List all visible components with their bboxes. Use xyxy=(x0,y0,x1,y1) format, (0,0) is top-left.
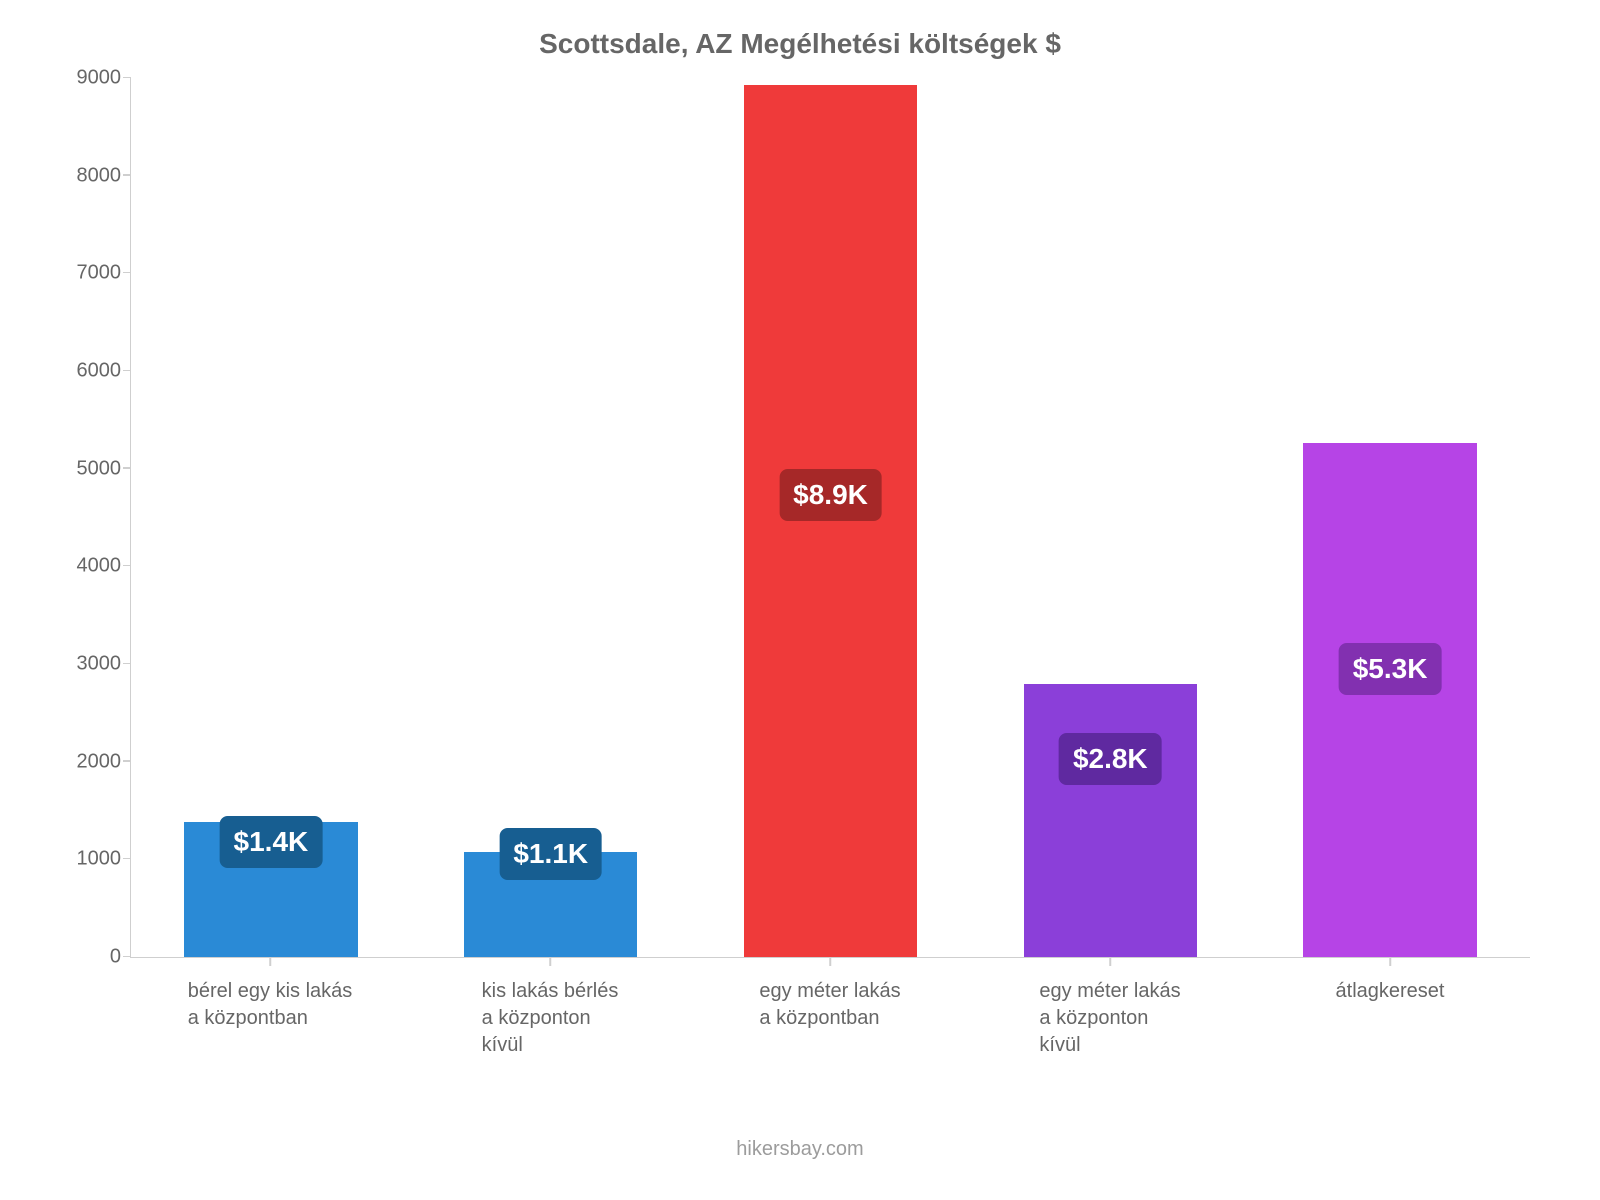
x-tick-mark xyxy=(1389,958,1391,966)
value-badge: $8.9K xyxy=(779,469,882,521)
y-tick-label: 9000 xyxy=(41,67,121,90)
y-tick-label: 0 xyxy=(41,946,121,969)
x-category-label: egy méter lakás a központban xyxy=(759,978,900,1032)
chart-footer: hikersbay.com xyxy=(40,1138,1560,1161)
x-tick-mark xyxy=(549,958,551,966)
value-badge: $5.3K xyxy=(1339,643,1442,695)
value-badge: $2.8K xyxy=(1059,733,1162,785)
bar xyxy=(744,85,917,957)
x-category-label: egy méter lakás a központon kívül xyxy=(1039,978,1180,1059)
y-tick-label: 8000 xyxy=(41,164,121,187)
y-tick-mark xyxy=(123,467,131,469)
y-tick-label: 3000 xyxy=(41,653,121,676)
x-category-label: kis lakás bérlés a központon kívül xyxy=(482,978,619,1059)
bar xyxy=(1303,443,1476,957)
x-category-label: bérel egy kis lakás a központban xyxy=(188,978,353,1032)
x-tick-mark xyxy=(1109,958,1111,966)
y-tick-label: 4000 xyxy=(41,555,121,578)
y-tick-mark xyxy=(123,174,131,176)
value-badge: $1.4K xyxy=(220,816,323,868)
y-tick-mark xyxy=(123,760,131,762)
plot-area: $1.4K$1.1K$8.9K$2.8K$5.3K 01000200030004… xyxy=(130,78,1530,958)
y-tick-mark xyxy=(123,858,131,860)
y-tick-mark xyxy=(123,663,131,665)
y-tick-label: 2000 xyxy=(41,750,121,773)
y-tick-mark xyxy=(123,956,131,958)
x-category-label: átlagkereset xyxy=(1336,978,1445,1005)
y-tick-mark xyxy=(123,565,131,567)
y-tick-mark xyxy=(123,272,131,274)
y-tick-label: 6000 xyxy=(41,360,121,383)
chart-title: Scottsdale, AZ Megélhetési költségek $ xyxy=(40,28,1560,60)
x-axis-labels: bérel egy kis lakás a központban kis laká… xyxy=(130,958,1530,1108)
cost-of-living-chart: Scottsdale, AZ Megélhetési költségek $ $… xyxy=(0,0,1600,1200)
bars-layer: $1.4K $1.1K $8.9K $2.8K $5.3K xyxy=(131,78,1530,957)
bar xyxy=(1024,684,1197,957)
y-tick-label: 5000 xyxy=(41,457,121,480)
y-tick-label: 1000 xyxy=(41,848,121,871)
y-tick-label: 7000 xyxy=(41,262,121,285)
x-tick-mark xyxy=(829,958,831,966)
y-tick-mark xyxy=(123,77,131,79)
value-badge: $1.1K xyxy=(499,828,602,880)
x-tick-mark xyxy=(269,958,271,966)
y-tick-mark xyxy=(123,370,131,372)
